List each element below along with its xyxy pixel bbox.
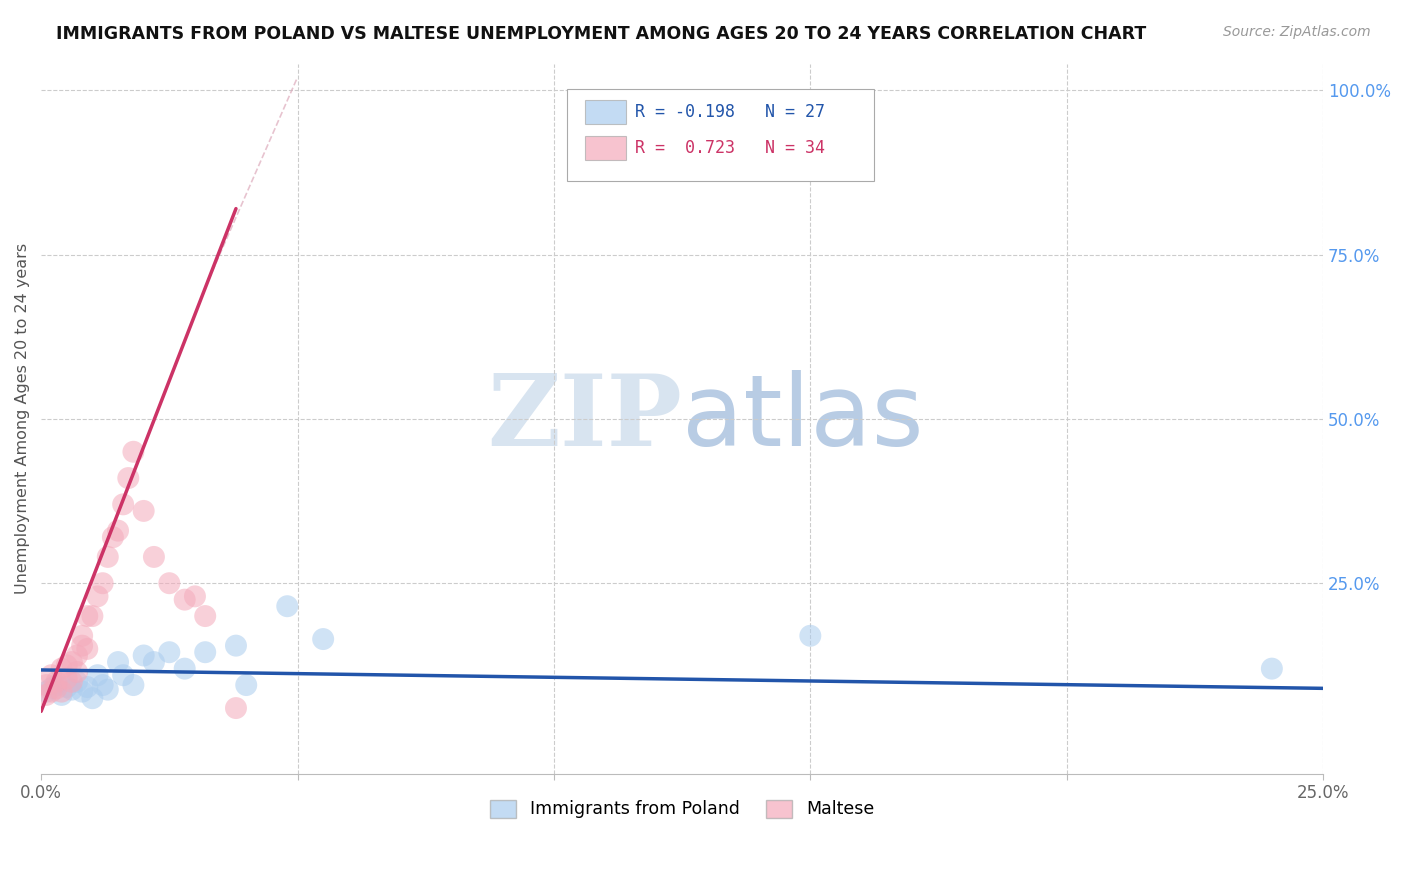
Point (276, 599, 298, 614)
Text: R =  0.723   N = 34: R = 0.723 N = 34 (634, 139, 825, 157)
Legend: Immigrants from Poland, Maltese: Immigrants from Poland, Maltese (484, 793, 882, 825)
Point (35, 684, 58, 698)
Point (312, 632, 335, 646)
Point (117, 471, 139, 485)
Point (225, 639, 247, 653)
Point (235, 678, 257, 692)
Point (76, 641, 98, 656)
Point (41, 684, 63, 698)
Point (60, 682, 83, 697)
Point (51, 662, 73, 676)
Point (86, 668, 108, 682)
Point (225, 701, 247, 715)
Point (76, 680, 98, 694)
Point (82, 609, 104, 624)
Point (157, 645, 180, 659)
Point (194, 609, 217, 624)
Point (41, 681, 63, 696)
Point (122, 678, 145, 692)
Point (35, 678, 58, 692)
Point (157, 576, 180, 591)
Point (91, 678, 114, 692)
Point (173, 592, 195, 607)
Point (86, 590, 108, 604)
Point (142, 655, 165, 669)
FancyBboxPatch shape (585, 136, 626, 160)
Point (132, 648, 155, 663)
Point (70, 639, 93, 653)
Point (45, 674, 67, 689)
Point (107, 655, 129, 669)
Point (107, 524, 129, 538)
Point (82, 691, 104, 706)
Point (132, 504, 155, 518)
Point (101, 530, 124, 544)
FancyBboxPatch shape (567, 89, 875, 181)
Point (45, 681, 67, 696)
Point (70, 629, 93, 643)
Point (112, 497, 135, 511)
Text: Source: ZipAtlas.com: Source: ZipAtlas.com (1223, 25, 1371, 39)
Point (55, 658, 77, 673)
Y-axis label: Unemployment Among Ages 20 to 24 years: Unemployment Among Ages 20 to 24 years (15, 244, 30, 594)
Point (173, 662, 195, 676)
FancyBboxPatch shape (585, 100, 626, 124)
Point (51, 684, 73, 698)
Point (35, 688, 58, 702)
Point (142, 549, 165, 564)
Point (122, 444, 145, 458)
Point (184, 590, 207, 604)
Point (66, 674, 89, 689)
Point (91, 576, 114, 591)
Point (97, 682, 120, 697)
Point (194, 645, 217, 659)
Point (66, 665, 89, 679)
Point (55, 672, 77, 686)
Point (55, 680, 77, 694)
Point (70, 684, 93, 698)
Point (45, 678, 67, 692)
Point (66, 648, 89, 663)
Text: R = -0.198   N = 27: R = -0.198 N = 27 (634, 103, 825, 121)
Point (60, 674, 83, 689)
Text: IMMIGRANTS FROM POLAND VS MALTESE UNEMPLOYMENT AMONG AGES 20 TO 24 YEARS CORRELA: IMMIGRANTS FROM POLAND VS MALTESE UNEMPL… (56, 25, 1146, 43)
Point (97, 549, 120, 564)
Point (799, 629, 821, 643)
Point (60, 655, 83, 669)
Point (1261, 662, 1284, 676)
Text: atlas: atlas (682, 370, 924, 467)
Point (76, 609, 98, 624)
Text: ZIP: ZIP (488, 370, 682, 467)
Point (41, 668, 63, 682)
Point (112, 668, 135, 682)
Point (51, 688, 73, 702)
